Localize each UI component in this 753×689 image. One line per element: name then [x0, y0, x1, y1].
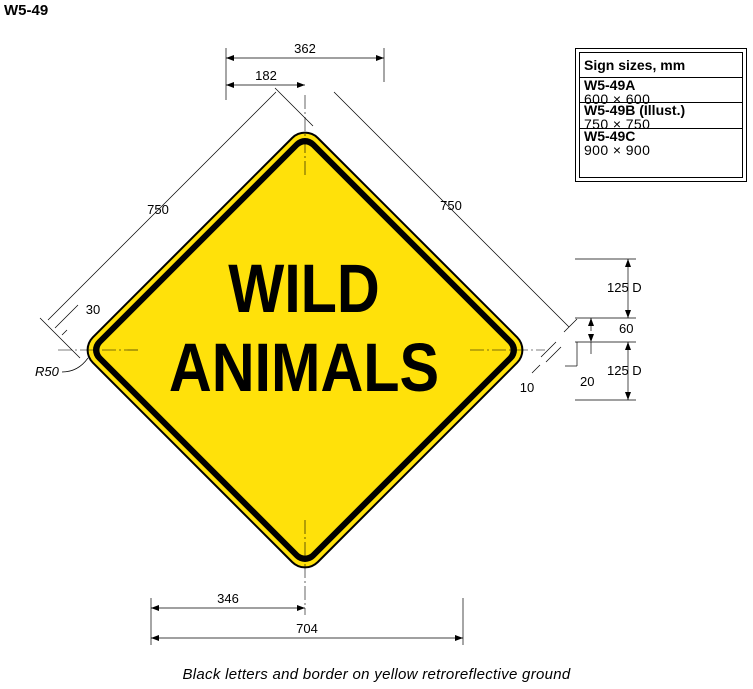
dim-edge-gap: 10: [520, 380, 534, 395]
dimension-arrows: [151, 55, 631, 641]
sign-yellow-ground: [99, 144, 511, 556]
sign-sizes-header: Sign sizes, mm: [580, 53, 742, 79]
sign-size-row: W5-49C 900 × 900: [580, 127, 742, 158]
sign-size-row: W5-49B (Illust.) 750 × 750: [580, 102, 742, 133]
dim-line-gap: 60: [619, 321, 633, 336]
sign-size-code: W5-49A: [584, 77, 636, 94]
sign-size-dims: 900 × 900: [584, 141, 651, 158]
dim-corner-radius: R50: [35, 364, 60, 379]
legend-line-2: ANIMALS: [169, 329, 439, 406]
sign-size-code: W5-49C: [584, 127, 636, 144]
sign-size-dims: 750 × 750: [584, 116, 651, 133]
sign-size-code: W5-49B (Illust.): [584, 102, 686, 119]
sign-diamond: [86, 131, 524, 569]
dim-baseline-offset: 20: [580, 374, 594, 389]
dim-side-right: 750: [440, 198, 462, 213]
legend-line-1: WILD: [228, 250, 380, 327]
dim-bottom-width: 704: [296, 621, 318, 636]
dim-letter-height-1: 125 D: [607, 280, 642, 295]
dim-side-left: 750: [147, 202, 169, 217]
sign-size-dims: 600 × 600: [584, 91, 651, 108]
dim-top-half: 182: [255, 68, 277, 83]
caption: Black letters and border on yellow retro…: [182, 666, 571, 683]
dim-letter-height-2: 125 D: [607, 363, 642, 378]
sign-sizes-table: Sign sizes, mm W5-49A 600 × 600 W5-49B (…: [575, 48, 747, 182]
dim-top-width: 362: [294, 41, 316, 56]
sign-code: W5-49: [4, 2, 49, 19]
dim-bottom-half: 346: [217, 591, 239, 606]
sign-size-row: W5-49A 600 × 600: [580, 77, 742, 108]
dim-border-offset: 30: [86, 302, 100, 317]
